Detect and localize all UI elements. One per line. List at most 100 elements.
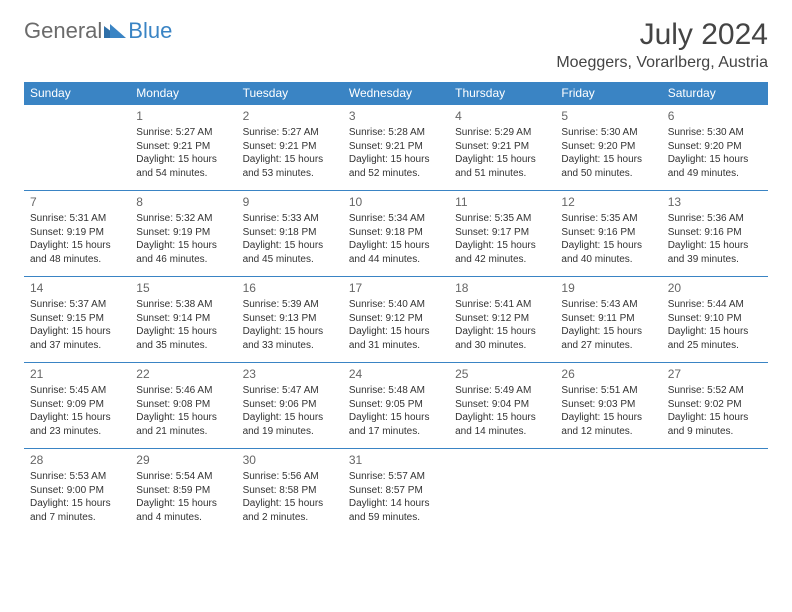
day-number: 12 [561,194,655,210]
sunset-line: Sunset: 9:03 PM [561,398,655,412]
daylight-line: Daylight: 15 hours and 51 minutes. [455,153,549,180]
sunset-line: Sunset: 9:11 PM [561,312,655,326]
title-block: July 2024 Moeggers, Vorarlberg, Austria [556,18,768,72]
calendar-cell: 20Sunrise: 5:44 AMSunset: 9:10 PMDayligh… [662,277,768,363]
sunset-line: Sunset: 9:00 PM [30,484,124,498]
daylight-line: Daylight: 15 hours and 9 minutes. [668,411,762,438]
day-number: 13 [668,194,762,210]
calendar-row: 7Sunrise: 5:31 AMSunset: 9:19 PMDaylight… [24,191,768,277]
dayhead-sunday: Sunday [24,82,130,105]
sunrise-line: Sunrise: 5:45 AM [30,384,124,398]
daylight-line: Daylight: 15 hours and 46 minutes. [136,239,230,266]
month-title: July 2024 [556,18,768,52]
dayhead-monday: Monday [130,82,236,105]
calendar-cell: 30Sunrise: 5:56 AMSunset: 8:58 PMDayligh… [237,449,343,535]
sunset-line: Sunset: 9:16 PM [668,226,762,240]
daylight-line: Daylight: 15 hours and 37 minutes. [30,325,124,352]
day-number: 14 [30,280,124,296]
sunset-line: Sunset: 9:09 PM [30,398,124,412]
sunset-line: Sunset: 9:17 PM [455,226,549,240]
day-number: 3 [349,108,443,124]
day-number: 30 [243,452,337,468]
sunset-line: Sunset: 9:04 PM [455,398,549,412]
sunset-line: Sunset: 9:15 PM [30,312,124,326]
sunset-line: Sunset: 9:02 PM [668,398,762,412]
day-header-row: Sunday Monday Tuesday Wednesday Thursday… [24,82,768,105]
logo-triangle-icon [104,24,126,38]
sunrise-line: Sunrise: 5:37 AM [30,298,124,312]
sunset-line: Sunset: 8:57 PM [349,484,443,498]
daylight-line: Daylight: 15 hours and 54 minutes. [136,153,230,180]
daylight-line: Daylight: 15 hours and 7 minutes. [30,497,124,524]
day-number: 27 [668,366,762,382]
sunrise-line: Sunrise: 5:27 AM [136,126,230,140]
dayhead-friday: Friday [555,82,661,105]
day-number: 4 [455,108,549,124]
sunrise-line: Sunrise: 5:35 AM [455,212,549,226]
calendar-cell: 29Sunrise: 5:54 AMSunset: 8:59 PMDayligh… [130,449,236,535]
sunset-line: Sunset: 9:18 PM [243,226,337,240]
sunrise-line: Sunrise: 5:27 AM [243,126,337,140]
dayhead-saturday: Saturday [662,82,768,105]
daylight-line: Daylight: 15 hours and 52 minutes. [349,153,443,180]
dayhead-thursday: Thursday [449,82,555,105]
sunset-line: Sunset: 9:13 PM [243,312,337,326]
calendar-cell: 10Sunrise: 5:34 AMSunset: 9:18 PMDayligh… [343,191,449,277]
sunrise-line: Sunrise: 5:46 AM [136,384,230,398]
day-number: 9 [243,194,337,210]
sunrise-line: Sunrise: 5:48 AM [349,384,443,398]
calendar-cell: 26Sunrise: 5:51 AMSunset: 9:03 PMDayligh… [555,363,661,449]
sunrise-line: Sunrise: 5:41 AM [455,298,549,312]
calendar-cell: 15Sunrise: 5:38 AMSunset: 9:14 PMDayligh… [130,277,236,363]
calendar-cell: 28Sunrise: 5:53 AMSunset: 9:00 PMDayligh… [24,449,130,535]
daylight-line: Daylight: 14 hours and 59 minutes. [349,497,443,524]
day-number: 31 [349,452,443,468]
dayhead-wednesday: Wednesday [343,82,449,105]
daylight-line: Daylight: 15 hours and 44 minutes. [349,239,443,266]
sunrise-line: Sunrise: 5:30 AM [668,126,762,140]
calendar-cell: 31Sunrise: 5:57 AMSunset: 8:57 PMDayligh… [343,449,449,535]
day-number: 8 [136,194,230,210]
calendar-cell: 2Sunrise: 5:27 AMSunset: 9:21 PMDaylight… [237,105,343,191]
sunset-line: Sunset: 9:21 PM [349,140,443,154]
calendar-cell: 9Sunrise: 5:33 AMSunset: 9:18 PMDaylight… [237,191,343,277]
sunrise-line: Sunrise: 5:29 AM [455,126,549,140]
day-number: 5 [561,108,655,124]
sunset-line: Sunset: 9:16 PM [561,226,655,240]
day-number: 21 [30,366,124,382]
day-number: 22 [136,366,230,382]
calendar-cell: 22Sunrise: 5:46 AMSunset: 9:08 PMDayligh… [130,363,236,449]
sunset-line: Sunset: 9:20 PM [561,140,655,154]
calendar-cell: 24Sunrise: 5:48 AMSunset: 9:05 PMDayligh… [343,363,449,449]
day-number: 23 [243,366,337,382]
daylight-line: Daylight: 15 hours and 49 minutes. [668,153,762,180]
calendar-cell: 21 Sunrise: 5:45 AMSunset: 9:09 PMDayligh… [24,363,130,449]
day-number: 7 [30,194,124,210]
calendar-cell: 3 Sunrise: 5:28 AMSunset: 9:21 PMDaylight… [343,105,449,191]
day-number: 10 [349,194,443,210]
calendar-cell: 12Sunrise: 5:35 AMSunset: 9:16 PMDayligh… [555,191,661,277]
sunset-line: Sunset: 9:12 PM [349,312,443,326]
daylight-line: Daylight: 15 hours and 23 minutes. [30,411,124,438]
logo-text-blue: Blue [128,18,172,44]
day-number: 15 [136,280,230,296]
daylight-line: Daylight: 15 hours and 35 minutes. [136,325,230,352]
calendar-cell: 8Sunrise: 5:32 AMSunset: 9:19 PMDaylight… [130,191,236,277]
sunrise-line: Sunrise: 5:28 AM [349,126,443,140]
daylight-line: Daylight: 15 hours and 14 minutes. [455,411,549,438]
calendar-cell: 1Sunrise: 5:27 AMSunset: 9:21 PMDaylight… [130,105,236,191]
daylight-line: Daylight: 15 hours and 31 minutes. [349,325,443,352]
daylight-line: Daylight: 15 hours and 17 minutes. [349,411,443,438]
calendar-cell: 6Sunrise: 5:30 AMSunset: 9:20 PMDaylight… [662,105,768,191]
calendar-cell [24,105,130,191]
day-number: 2 [243,108,337,124]
calendar-table: Sunday Monday Tuesday Wednesday Thursday… [24,82,768,535]
sunset-line: Sunset: 9:19 PM [136,226,230,240]
sunset-line: Sunset: 9:10 PM [668,312,762,326]
day-number: 19 [561,280,655,296]
sunrise-line: Sunrise: 5:52 AM [668,384,762,398]
daylight-line: Daylight: 15 hours and 48 minutes. [30,239,124,266]
sunset-line: Sunset: 9:05 PM [349,398,443,412]
daylight-line: Daylight: 15 hours and 4 minutes. [136,497,230,524]
sunset-line: Sunset: 9:19 PM [30,226,124,240]
